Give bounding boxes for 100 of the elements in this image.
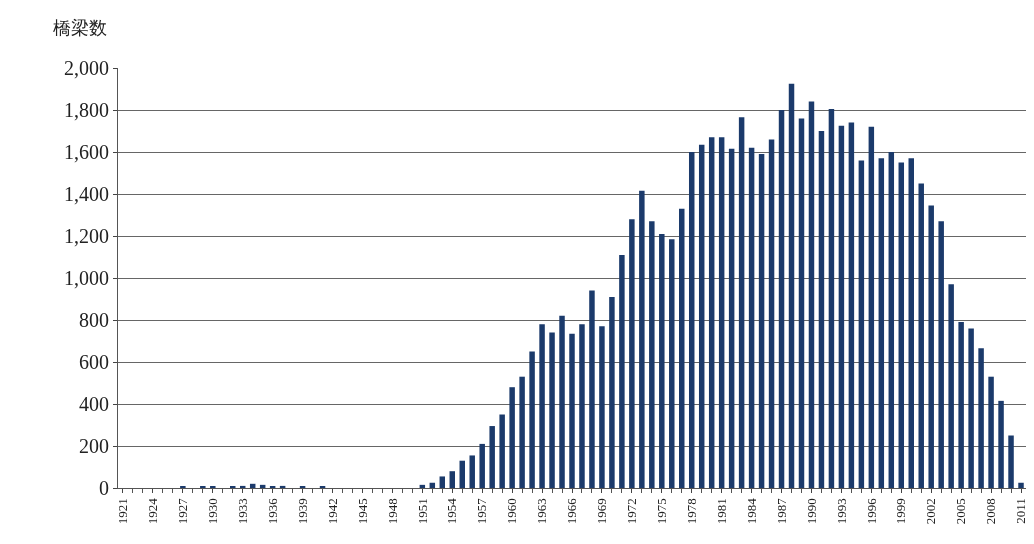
x-tick-label: 1996 bbox=[863, 497, 879, 525]
bar bbox=[878, 158, 885, 488]
x-tick-label: 1960 bbox=[504, 498, 520, 525]
bar bbox=[958, 322, 964, 488]
x-tick-label: 1990 bbox=[803, 498, 819, 525]
x-tick-label: 1939 bbox=[294, 498, 310, 525]
bar bbox=[788, 83, 795, 488]
bar bbox=[1018, 482, 1024, 488]
bar bbox=[758, 154, 765, 488]
bar bbox=[688, 152, 695, 488]
x-tick-label: 1927 bbox=[175, 497, 191, 525]
bar bbox=[938, 221, 944, 488]
x-tick-label: 1930 bbox=[205, 498, 221, 525]
bar bbox=[559, 315, 565, 488]
y-tick-label: 1,800 bbox=[64, 99, 109, 121]
x-tick-label: 1942 bbox=[324, 498, 340, 525]
x-tick-label: 1969 bbox=[594, 498, 610, 525]
y-tick-label: 1,400 bbox=[64, 183, 109, 205]
bar bbox=[449, 471, 456, 488]
x-tick-label: 1984 bbox=[743, 497, 759, 525]
x-tick-label: 1957 bbox=[474, 497, 490, 525]
y-tick-label: 600 bbox=[79, 351, 109, 373]
y-tick-label: 1,200 bbox=[64, 225, 109, 247]
bar bbox=[469, 455, 475, 488]
y-tick-label: 1,600 bbox=[64, 141, 109, 163]
bar bbox=[978, 348, 984, 488]
bar bbox=[539, 324, 545, 488]
x-tick-label: 1921 bbox=[115, 498, 131, 525]
x-tick-label: 2011 bbox=[1013, 498, 1029, 524]
x-tick-label: 1993 bbox=[833, 498, 849, 525]
bar bbox=[499, 414, 505, 488]
bar bbox=[639, 190, 645, 488]
bar bbox=[888, 152, 895, 488]
x-tick-label: 1954 bbox=[444, 497, 460, 525]
bar bbox=[898, 162, 905, 488]
bar bbox=[998, 400, 1004, 488]
bar bbox=[579, 324, 585, 488]
bar bbox=[439, 476, 446, 488]
bar bbox=[589, 290, 595, 488]
x-tick-label: 1933 bbox=[234, 498, 250, 525]
bar bbox=[748, 147, 755, 488]
x-tick-label: 1951 bbox=[414, 498, 430, 525]
bar bbox=[908, 158, 914, 488]
x-tick-label: 1987 bbox=[773, 497, 789, 525]
y-tick-label: 0 bbox=[99, 477, 109, 499]
bar bbox=[828, 108, 835, 488]
y-tick-label: 800 bbox=[79, 309, 109, 331]
bar bbox=[619, 254, 625, 488]
bar bbox=[599, 326, 605, 488]
y-tick-label: 200 bbox=[79, 435, 109, 457]
bar bbox=[679, 208, 685, 488]
bar bbox=[659, 233, 665, 488]
y-tick-label: 400 bbox=[79, 393, 109, 415]
x-tick-label: 1945 bbox=[354, 498, 370, 525]
x-tick-label: 2008 bbox=[983, 498, 999, 525]
bar bbox=[968, 328, 974, 488]
bar bbox=[1008, 435, 1014, 488]
bar bbox=[838, 125, 845, 488]
bar bbox=[698, 144, 705, 488]
x-tick-label: 1936 bbox=[264, 497, 280, 525]
x-tick-label: 1972 bbox=[624, 498, 640, 525]
bar bbox=[768, 139, 775, 488]
x-tick-label: 1966 bbox=[564, 497, 580, 525]
bar bbox=[948, 284, 954, 488]
bar bbox=[728, 148, 735, 488]
bar bbox=[808, 101, 815, 488]
bar bbox=[529, 351, 535, 488]
x-tick-label: 1975 bbox=[654, 498, 670, 525]
bar bbox=[489, 426, 495, 488]
x-tick-label: 2005 bbox=[953, 498, 969, 525]
bar bbox=[778, 110, 785, 488]
bar bbox=[519, 376, 525, 488]
bar bbox=[988, 376, 994, 488]
bar bbox=[479, 443, 485, 488]
bar bbox=[868, 126, 875, 488]
y-tick-label: 2,000 bbox=[64, 57, 109, 79]
bar bbox=[738, 117, 745, 488]
bar bbox=[718, 137, 725, 488]
bar bbox=[549, 332, 555, 488]
bar bbox=[649, 221, 655, 488]
bar bbox=[459, 460, 465, 488]
x-tick-label: 1963 bbox=[534, 498, 550, 525]
x-tick-label: 1999 bbox=[893, 498, 909, 525]
bar bbox=[629, 219, 635, 488]
bar bbox=[669, 239, 675, 488]
bar bbox=[609, 296, 615, 488]
bar bbox=[818, 131, 825, 488]
y-axis-title: 橋梁数 bbox=[53, 17, 107, 38]
bar bbox=[708, 137, 715, 488]
bar bbox=[928, 205, 934, 488]
bar bbox=[918, 183, 924, 488]
x-tick-label: 1981 bbox=[713, 498, 729, 525]
x-tick-label: 2002 bbox=[923, 498, 939, 525]
x-tick-label: 1948 bbox=[384, 498, 400, 525]
bar bbox=[798, 118, 805, 488]
bar bbox=[509, 387, 515, 488]
x-tick-label: 1924 bbox=[145, 497, 161, 525]
y-tick-label: 1,000 bbox=[64, 267, 109, 289]
x-tick-label: 1978 bbox=[683, 498, 699, 525]
bar bbox=[858, 160, 865, 488]
